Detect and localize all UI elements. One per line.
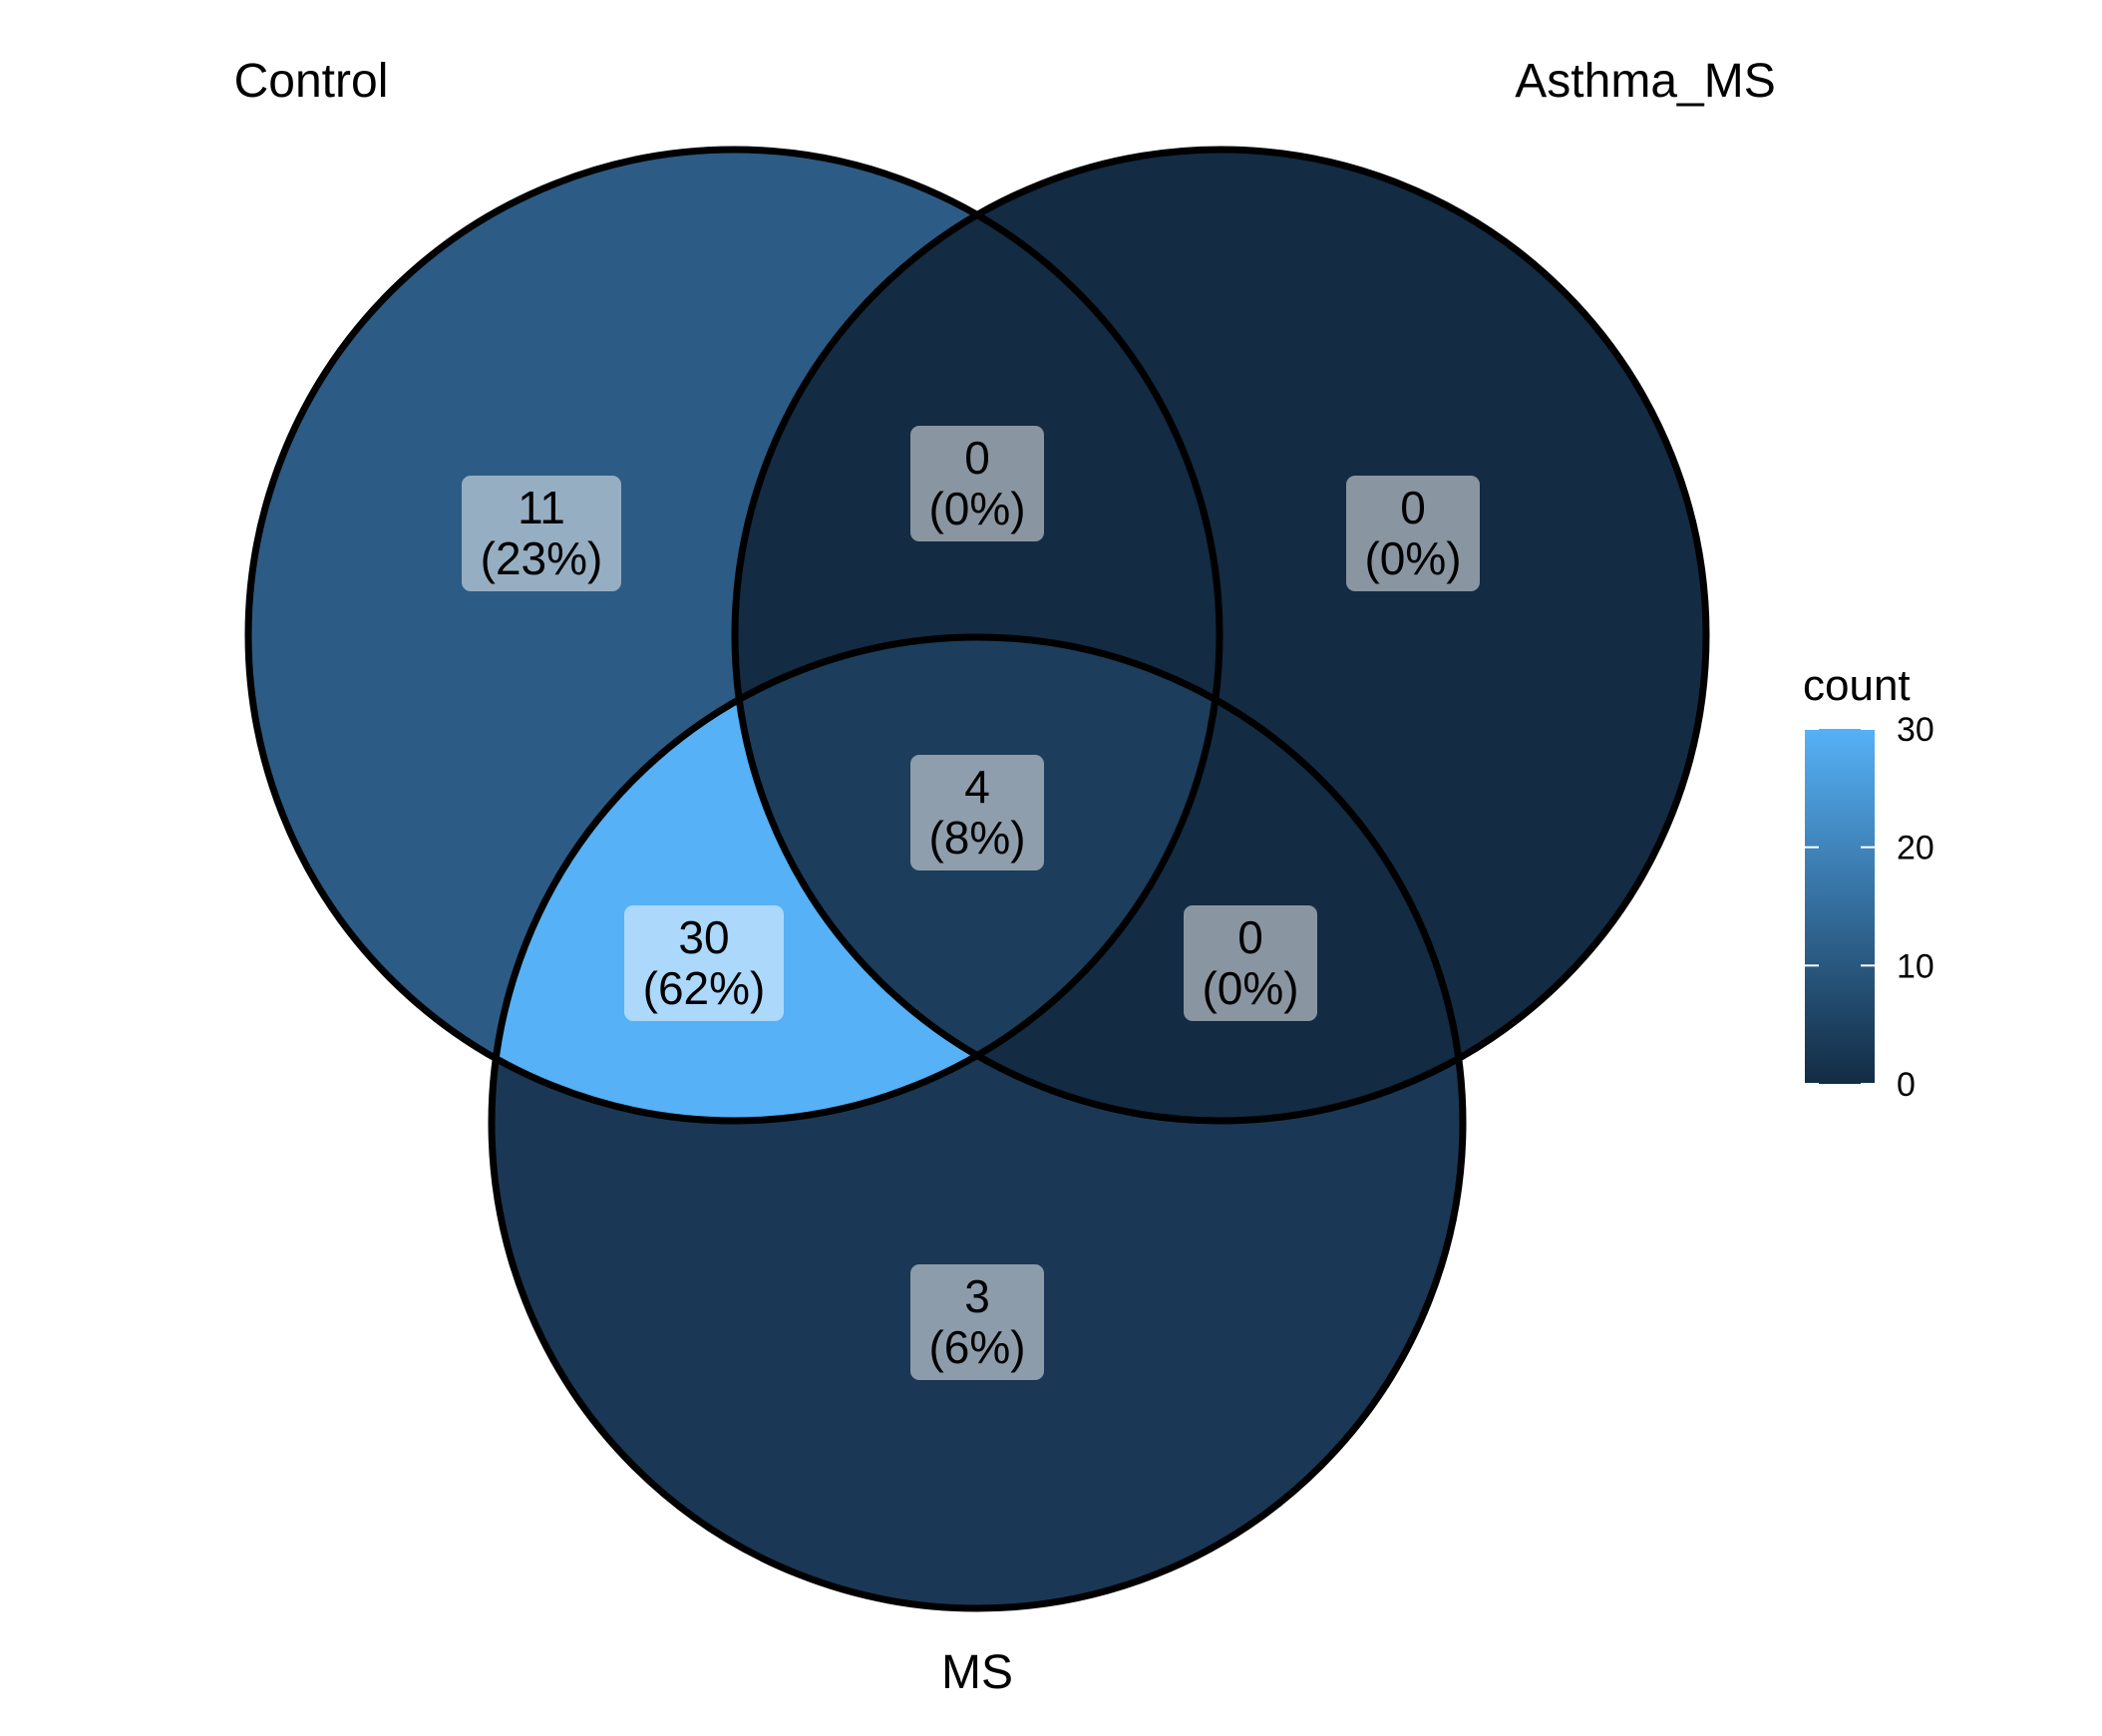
region-label-box: [1346, 476, 1480, 591]
region-label-box: [910, 1264, 1044, 1380]
legend-tick-label: 20: [1897, 830, 1934, 868]
region-label-asthma-ms-ms: 0(0%): [1184, 905, 1317, 1021]
region-label-control-ms: 30(62%): [624, 905, 784, 1021]
region-label-control-asthma-ms: 0(0%): [910, 426, 1044, 541]
region-count: 0: [964, 432, 990, 484]
circle-control-outline: [244, 146, 1224, 1125]
region-percent: (62%): [643, 962, 766, 1014]
region-count: 11: [518, 482, 565, 533]
legend-tick-label: 10: [1897, 947, 1934, 985]
region-label-box: [910, 426, 1044, 541]
set-label-asthma-ms: Asthma_MS: [1515, 55, 1775, 108]
region-percent: (23%): [481, 532, 603, 584]
region-label-control: 11(23%): [462, 476, 621, 591]
circle-asthma-ms-outline: [731, 146, 1710, 1125]
region-label-control-asthma-ms-ms: 4(8%): [910, 755, 1044, 870]
region-count: 3: [964, 1270, 990, 1322]
region-percent: (8%): [928, 812, 1025, 864]
set-label-control: Control: [234, 55, 389, 108]
region-percent: (0%): [1202, 962, 1298, 1014]
legend-title: count: [1803, 661, 1911, 710]
region-percent: (0%): [928, 483, 1025, 534]
region-label-box: [624, 905, 784, 1021]
region-count: 30: [678, 911, 729, 963]
set-label-ms: MS: [941, 1646, 1013, 1699]
region-label-box: [910, 755, 1044, 870]
legend: count 0 10 20 30: [1803, 661, 1934, 1104]
region-label-ms: 3(6%): [910, 1264, 1044, 1380]
region-count: 0: [1400, 482, 1426, 533]
region-percent: (6%): [928, 1321, 1025, 1373]
region-label-asthma-ms: 0(0%): [1346, 476, 1480, 591]
region-label-box: [462, 476, 621, 591]
region-label-box: [1184, 905, 1317, 1021]
venn-region-control-asthma-ms-ms: [735, 637, 1220, 1121]
region-count: 4: [964, 761, 990, 813]
legend-tick-label: 0: [1897, 1066, 1916, 1104]
legend-colorbar: [1805, 729, 1875, 1084]
region-percent: (0%): [1364, 532, 1461, 584]
region-count: 0: [1237, 911, 1263, 963]
circle-ms-outline: [488, 633, 1467, 1612]
legend-tick-label: 30: [1897, 711, 1934, 749]
